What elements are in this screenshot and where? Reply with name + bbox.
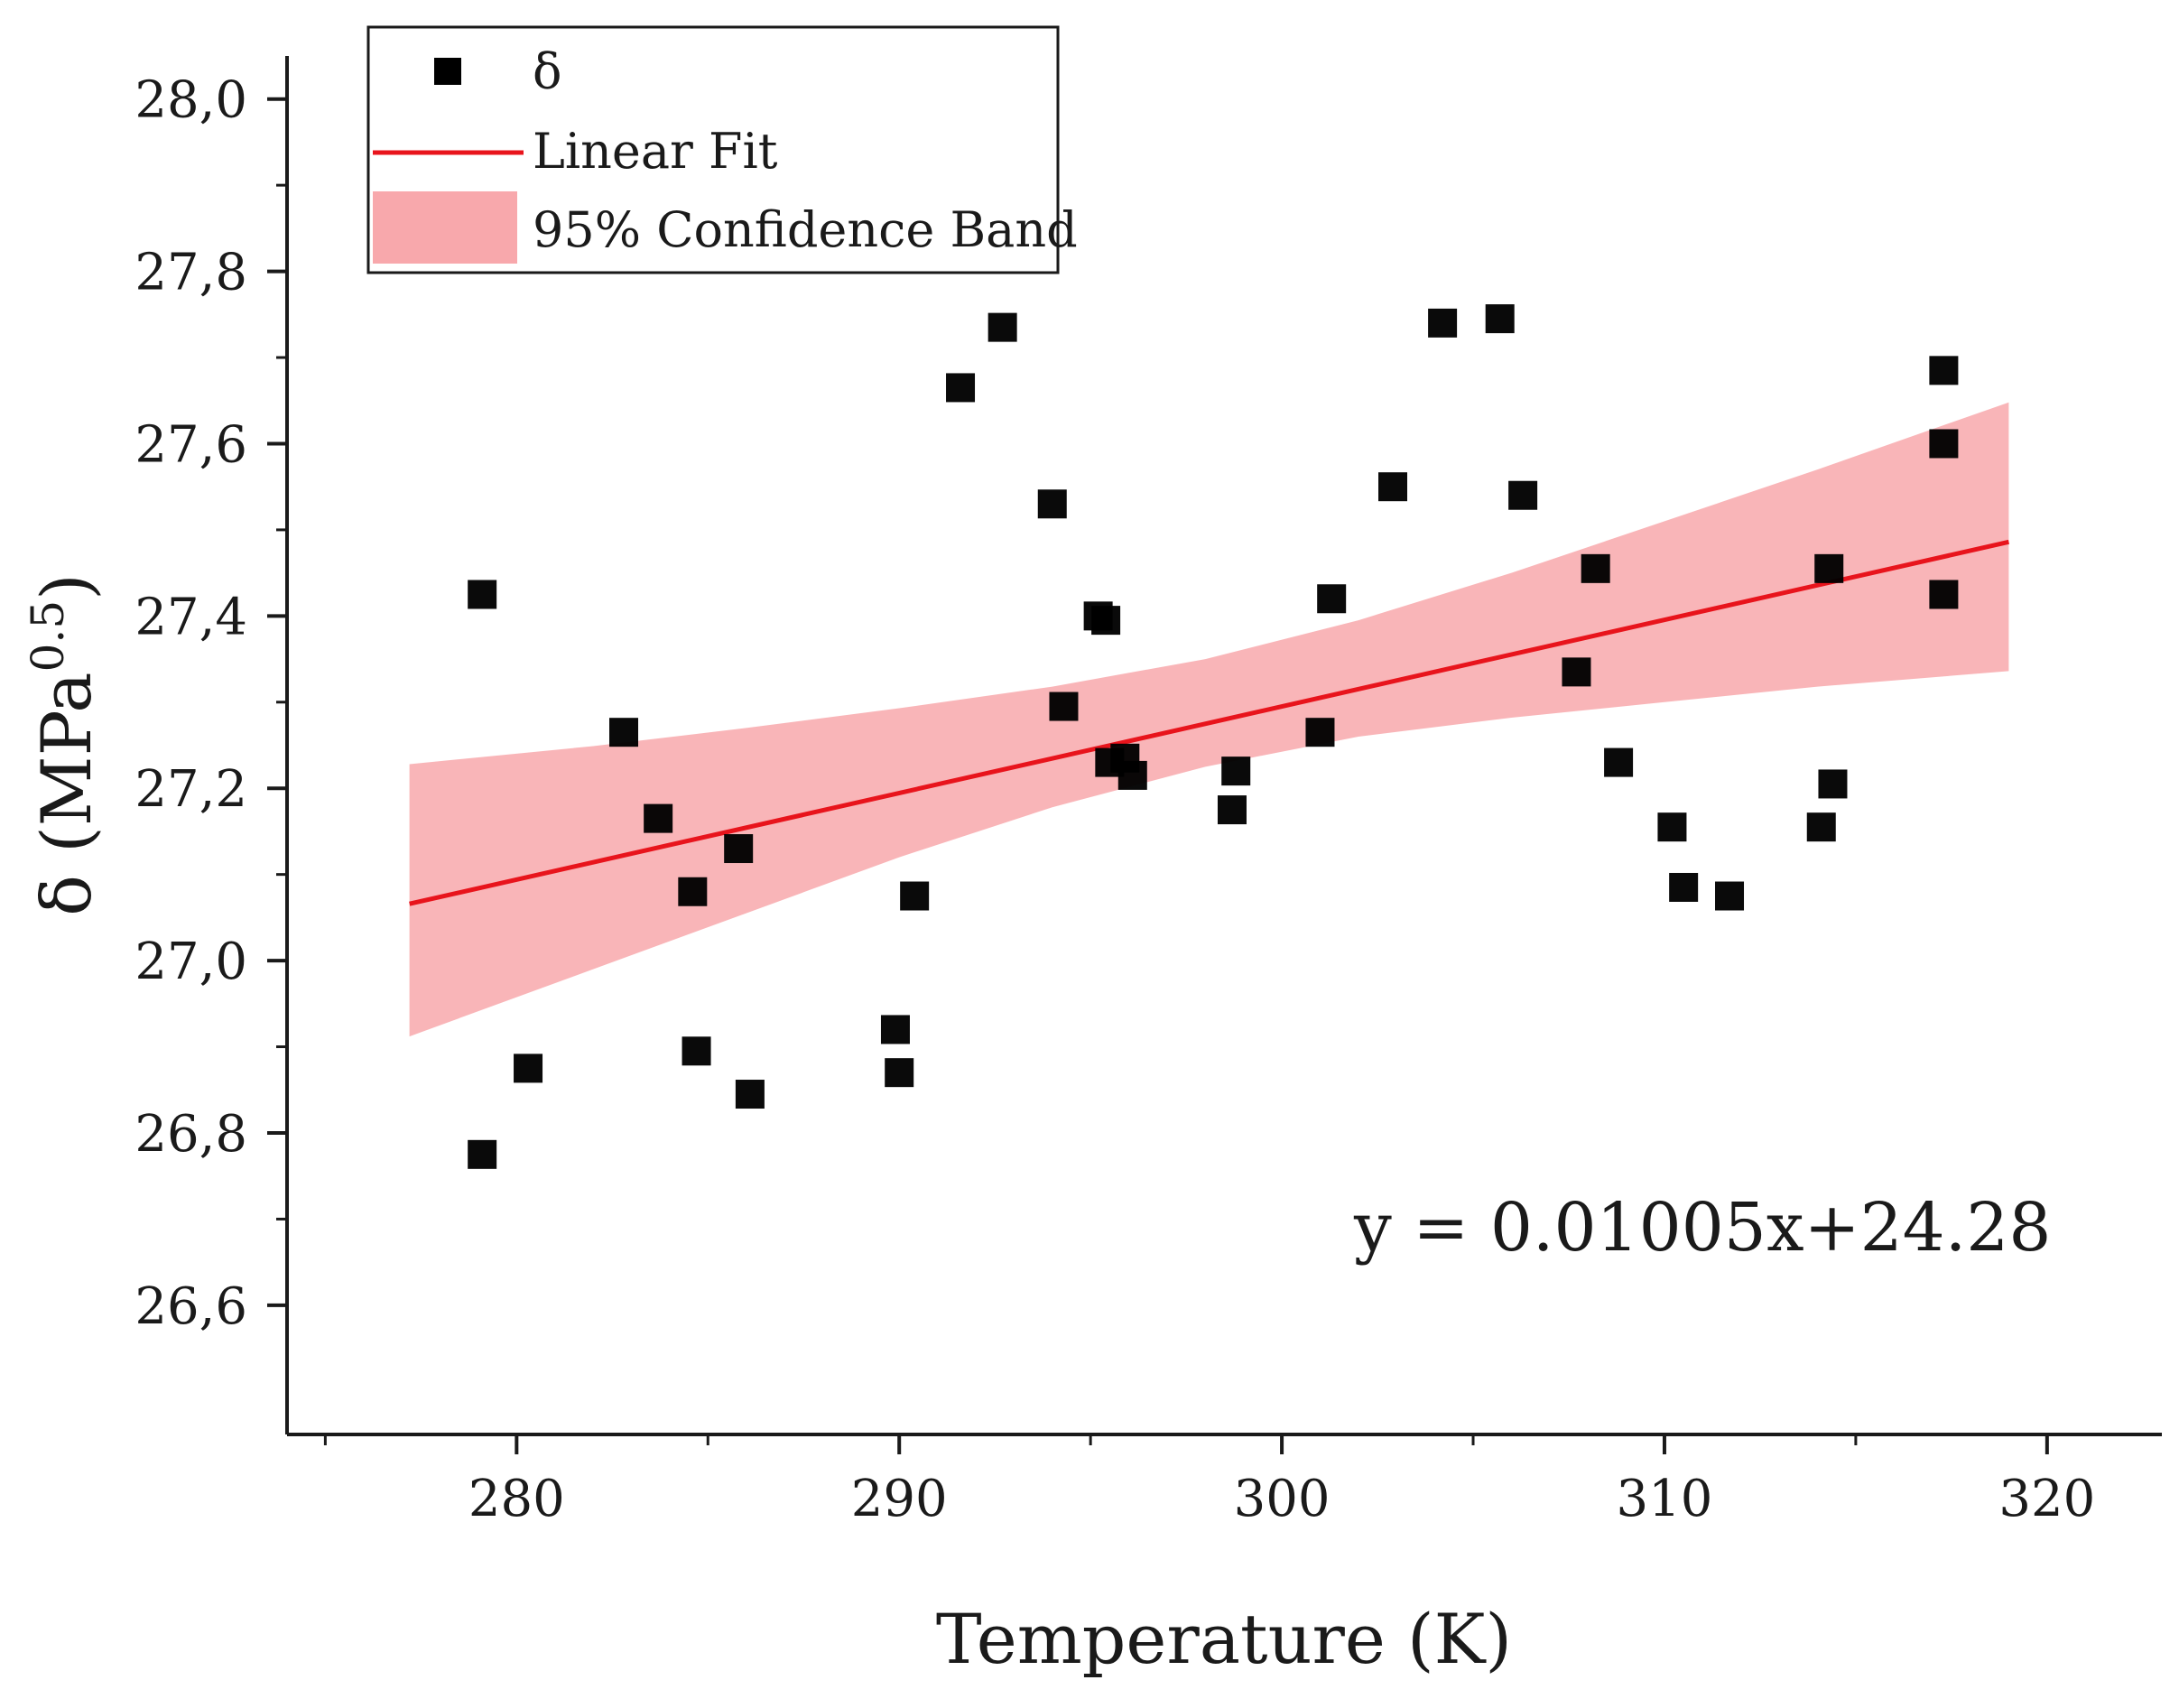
- data-point: [724, 834, 754, 864]
- data-point: [1049, 692, 1079, 721]
- y-axis-title: δ (MPa0.5): [22, 573, 107, 916]
- legend-marker-swatch: [434, 58, 461, 85]
- legend: δ Linear Fit 95% Confidence Band: [366, 25, 1078, 274]
- data-point: [1317, 584, 1347, 614]
- x-tick-label: 320: [1998, 1470, 2095, 1528]
- y-tick-label: 27,6: [134, 415, 247, 474]
- data-point: [609, 718, 639, 747]
- data-point: [946, 373, 976, 403]
- data-point: [1929, 580, 1959, 609]
- data-point: [1221, 757, 1251, 786]
- data-points-layer: [468, 304, 1959, 1169]
- data-point: [1037, 489, 1067, 519]
- x-ticks: 280 290 300 310 320: [323, 1434, 2095, 1528]
- data-point: [1117, 760, 1147, 790]
- data-point: [682, 1036, 711, 1066]
- confidence-band-layer: [409, 402, 2009, 1037]
- confidence-band: [409, 402, 2009, 1037]
- data-point: [1562, 657, 1591, 687]
- fit-line-layer: [409, 539, 2010, 906]
- legend-label-band: 95% Confidence Band: [533, 201, 1078, 258]
- data-point: [1428, 308, 1458, 338]
- y-tick-label: 27,0: [134, 933, 247, 991]
- data-point: [735, 1080, 765, 1109]
- data-point: [514, 1054, 543, 1083]
- data-point: [1305, 718, 1335, 747]
- data-point: [1604, 747, 1634, 777]
- data-point: [1378, 472, 1408, 502]
- linear-fit-line: [409, 539, 2010, 906]
- legend-label-points: δ: [533, 43, 562, 100]
- y-tick-label: 26,6: [134, 1277, 247, 1336]
- data-point: [678, 877, 708, 906]
- data-point: [1091, 606, 1121, 636]
- fit-equation: y = 0.01005x+24.28: [1353, 1189, 2051, 1267]
- legend-label-fit: Linear Fit: [533, 123, 778, 180]
- x-tick-label: 300: [1234, 1470, 1331, 1528]
- x-axis-title: Temperature (K): [936, 1599, 1512, 1679]
- data-point: [1581, 553, 1610, 583]
- y-tick-label: 26,8: [134, 1105, 247, 1164]
- y-tick-label: 27,4: [134, 588, 247, 646]
- data-point: [1929, 429, 1959, 459]
- data-point: [1715, 881, 1745, 911]
- y-tick-label: 28,0: [134, 71, 247, 130]
- data-point: [468, 580, 497, 609]
- y-ticks: 26,6 26,8 27,0 27,2 27,4 27,6 27,8 28,0: [134, 71, 287, 1336]
- data-point: [1929, 356, 1959, 385]
- data-point: [1485, 304, 1515, 334]
- y-axis-title-main: δ (MPa: [26, 672, 107, 915]
- data-point: [988, 312, 1017, 342]
- x-tick-label: 310: [1617, 1470, 1713, 1528]
- data-point: [900, 881, 930, 911]
- y-axis-title-superscript: 0.5: [22, 600, 74, 673]
- legend-band-swatch: [373, 191, 517, 264]
- x-tick-label: 280: [468, 1470, 565, 1528]
- x-tick-label: 290: [851, 1470, 948, 1528]
- y-tick-label: 27,2: [134, 760, 247, 819]
- data-point: [1814, 553, 1844, 583]
- data-point: [1806, 812, 1836, 842]
- data-point: [1657, 812, 1687, 842]
- data-point: [880, 1015, 910, 1044]
- data-point: [885, 1058, 914, 1088]
- data-point: [468, 1139, 497, 1169]
- data-point: [1818, 769, 1848, 799]
- data-point: [1669, 872, 1699, 902]
- data-point: [1508, 480, 1538, 510]
- data-point: [1217, 795, 1247, 825]
- data-point: [644, 803, 673, 833]
- y-tick-label: 27,8: [134, 244, 247, 302]
- y-axis-title-close: ): [26, 573, 107, 600]
